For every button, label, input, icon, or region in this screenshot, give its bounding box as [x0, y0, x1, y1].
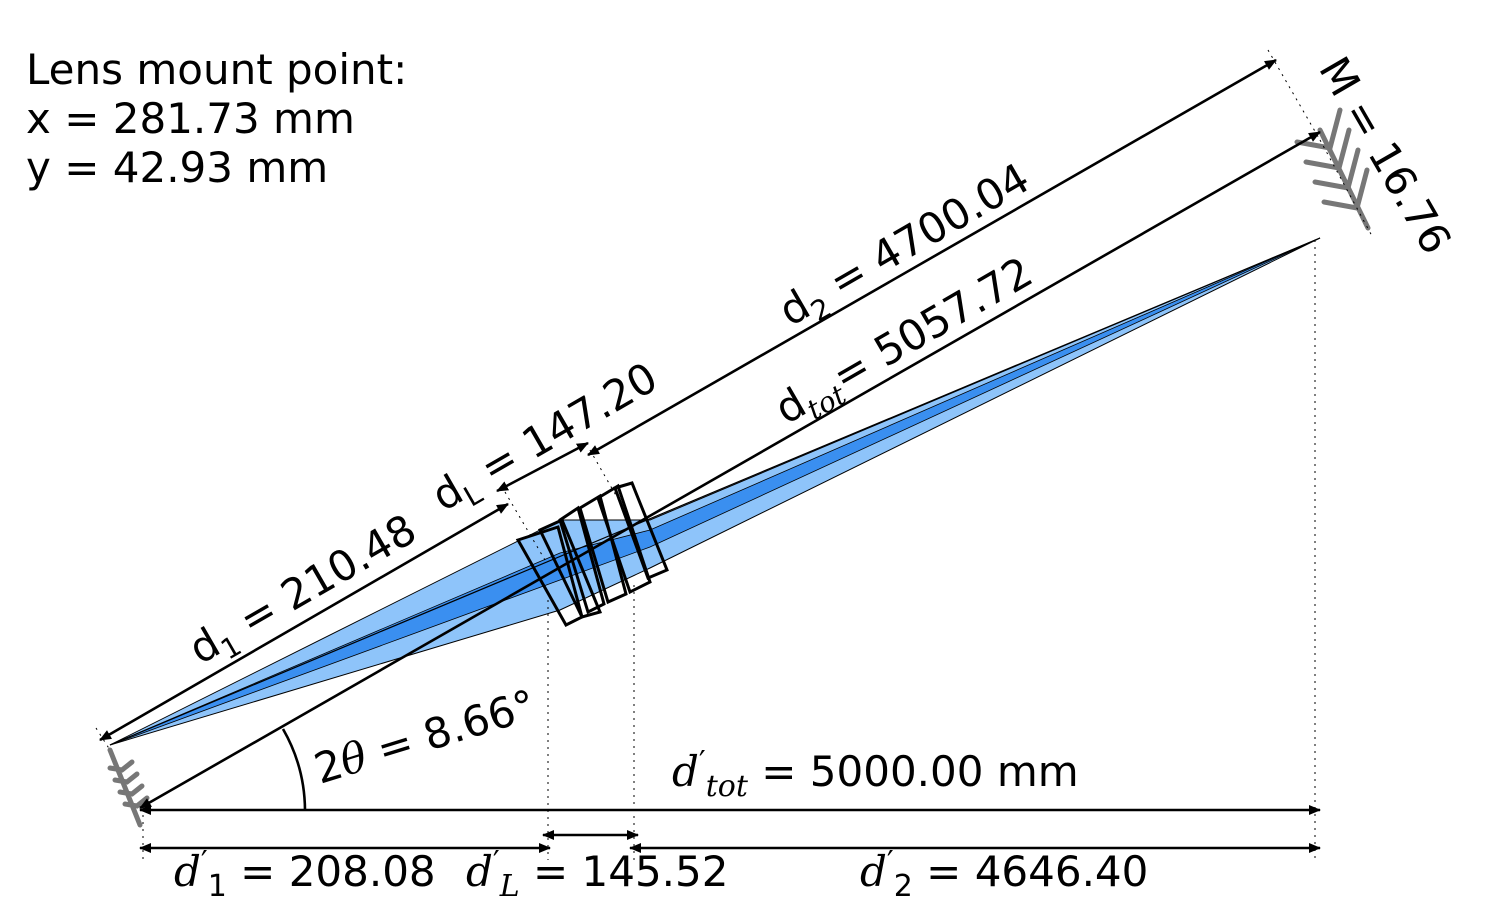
d2-extension	[1267, 49, 1321, 141]
d2-prime-label: d′2 = 4646.40	[860, 845, 1148, 900]
dtot-label: dtot= 5057.72	[767, 247, 1045, 440]
mount-title: Lens mount point:	[26, 45, 407, 94]
mount-x: x = 281.73 mm	[26, 94, 355, 143]
angle-arc	[281, 728, 307, 811]
dL-prime-label: d′L = 145.52	[466, 845, 728, 900]
d1-extension	[95, 727, 111, 751]
object-arrow-icon	[107, 747, 150, 828]
d1-prime-label: d′1 = 208.08	[174, 845, 436, 900]
angle-label: 2θ = 8.66°	[309, 680, 542, 794]
beam-axis	[109, 237, 1321, 746]
mount-y: y = 42.93 mm	[26, 143, 328, 192]
dtot-prime-label: d′tot = 5000.00 mm	[672, 745, 1079, 804]
dL-label: dL = 147.20	[424, 353, 669, 527]
dtot-dimension-line	[139, 130, 1321, 810]
d2-dimension-line	[587, 58, 1277, 457]
